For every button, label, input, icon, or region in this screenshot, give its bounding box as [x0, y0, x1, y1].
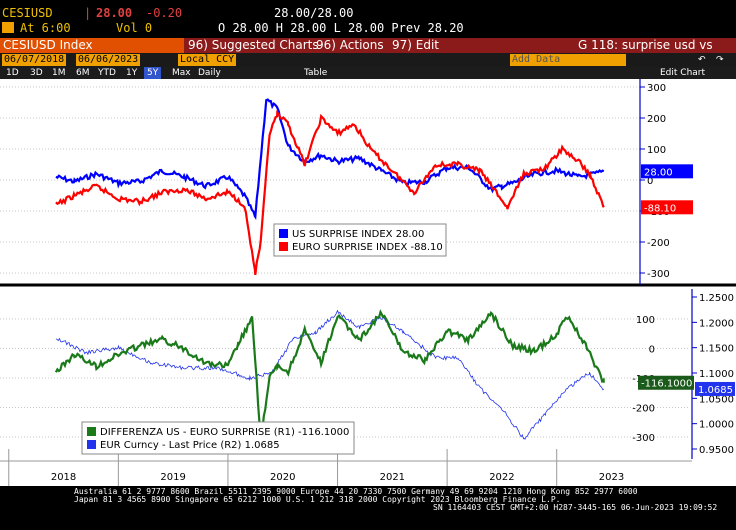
- upper-tick-label: 300: [647, 83, 666, 94]
- undo-icon[interactable]: ↶: [698, 55, 706, 65]
- lower-left-tick-label: 0: [649, 345, 655, 356]
- window-title: G 118: surprise usd vs eur: [578, 38, 713, 67]
- lower-legend-entry: EUR Curncy - Last Price (R2) 1.0685: [100, 440, 280, 451]
- edit-chart-button[interactable]: Edit Chart: [660, 68, 706, 78]
- range-6m[interactable]: 6M: [76, 68, 90, 78]
- x-tick-label: 2020: [270, 472, 295, 483]
- lower-panel-bg: [0, 285, 736, 486]
- price-change: -0.20: [146, 6, 183, 20]
- suggested-charts-menu[interactable]: 96) Suggested Charts: [188, 38, 319, 52]
- volume: Vol 0: [116, 21, 153, 35]
- range-1d[interactable]: 1D: [6, 68, 19, 78]
- chart-area: 3002001000-100-200-3001000-100-200-3001.…: [0, 79, 736, 486]
- x-tick-label: 2023: [599, 472, 624, 483]
- lower-right-tick-label: 0.9500: [699, 445, 734, 456]
- footer-line-1: Australia 61 2 9777 8600 Brazil 5511 239…: [74, 487, 638, 496]
- range-1m[interactable]: 1M: [52, 68, 66, 78]
- diff-last-label: -116.1000: [641, 379, 692, 390]
- lower-right-tick-label: 1.1000: [699, 369, 734, 380]
- euro-last-label-bg: [641, 200, 693, 215]
- add-data-input[interactable]: Add Data: [510, 54, 626, 66]
- bid-ask: 28.00/28.00: [274, 6, 354, 20]
- footer: Australia 61 2 9777 8600 Brazil 5511 239…: [0, 486, 736, 530]
- euro-last-label: -88.10: [644, 203, 676, 214]
- footer-line-2: Japan 81 3 4565 8900 Singapore 65 6212 1…: [74, 495, 561, 504]
- lower-left-tick-label: -300: [632, 433, 655, 444]
- pipe-sep: |: [84, 6, 92, 20]
- upper-legend-entry: EURO SURPRISE INDEX -88.10: [292, 242, 443, 253]
- lower-right-tick-label: 1.2000: [699, 318, 734, 329]
- edit-menu[interactable]: 97) Edit: [392, 38, 440, 52]
- upper-axis-bg: [640, 79, 736, 285]
- alert-icon[interactable]: [2, 22, 14, 33]
- upper-legend-entry: US SURPRISE INDEX 28.00: [292, 229, 424, 240]
- upper-tick-label: -200: [647, 238, 670, 249]
- date-bar: 06/07/2018 06/06/2023 Local CCY Add Data…: [0, 53, 736, 67]
- ohlc: O 28.00 H 28.00 L 28.00 Prev 28.20: [218, 21, 464, 35]
- lower-legend-swatch: [87, 427, 96, 436]
- upper-legend-swatch: [279, 229, 288, 238]
- currency-select[interactable]: Local CCY: [178, 54, 237, 66]
- header-quote: CESIUSD | 28.00 -0.20 28.00/28.00 At 6:0…: [0, 0, 736, 38]
- range-5y[interactable]: 5Y: [144, 67, 162, 79]
- us-last-label: 28.00: [644, 167, 673, 178]
- menu-bar: CESIUSD Index 96) Suggested Charts 96) A…: [0, 38, 736, 67]
- upper-legend-box: [273, 223, 447, 257]
- x-tick-label: 2019: [160, 472, 185, 483]
- eur-last-label-bg: [695, 381, 735, 396]
- lower-right-tick-label: 1.2500: [699, 293, 734, 304]
- x-tick-label: 2021: [380, 472, 405, 483]
- upper-tick-label: 0: [647, 176, 653, 187]
- lower-left-tick-label: -200: [632, 404, 655, 415]
- start-date-input[interactable]: 06/07/2018: [2, 54, 67, 66]
- eur-price-line: [55, 309, 605, 440]
- upper-legend-swatch: [279, 242, 288, 251]
- euro-surprise-line: [55, 109, 605, 276]
- frequency-select[interactable]: Daily: [198, 68, 221, 78]
- upper-tick-label: -300: [647, 269, 670, 280]
- table-button[interactable]: Table: [304, 68, 328, 78]
- range-ytd[interactable]: YTD: [98, 68, 116, 78]
- lower-legend-swatch: [87, 440, 96, 449]
- eur-last-label: 1.0685: [698, 385, 733, 396]
- security-name: CESIUSD Index: [3, 38, 93, 52]
- range-3d[interactable]: 3D: [30, 68, 43, 78]
- us-last-label-bg: [641, 164, 693, 179]
- upper-tick-label: 100: [647, 145, 666, 156]
- diff-last-label-bg: [638, 375, 694, 390]
- range-bar: 1D 3D 1M 6M YTD 1Y 5Y Max Daily Table Ed…: [0, 67, 736, 79]
- difference-line: [54, 309, 605, 440]
- range-1y[interactable]: 1Y: [126, 68, 138, 78]
- ticker-symbol[interactable]: CESIUSD: [2, 6, 53, 20]
- lower-right-tick-label: 1.0000: [699, 420, 734, 431]
- x-tick-label: 2022: [489, 472, 514, 483]
- end-date-input[interactable]: 06/06/2023: [76, 54, 141, 66]
- actions-menu[interactable]: 96) Actions: [316, 38, 384, 52]
- at-time: At 6:00: [20, 21, 71, 35]
- lower-legend-entry: DIFFERENZA US - EURO SURPRISE (R1) -116.…: [100, 427, 349, 438]
- lower-right-tick-label: 1.0500: [699, 394, 734, 405]
- footer-line-3: SN 1164403 CEST GMT+2:00 H287-3445-165 0…: [433, 503, 718, 512]
- last-price: 28.00: [96, 6, 133, 20]
- upper-tick-label: 200: [647, 114, 666, 125]
- us-surprise-line: [55, 98, 605, 221]
- redo-icon[interactable]: ↷: [716, 55, 724, 65]
- security-box[interactable]: CESIUSD Index: [0, 38, 184, 53]
- range-max[interactable]: Max: [172, 68, 191, 78]
- x-tick-label: 2018: [51, 472, 76, 483]
- lower-legend-box: [81, 421, 355, 455]
- lower-right-tick-label: 1.1500: [699, 344, 734, 355]
- lower-left-tick-label: 100: [636, 315, 655, 326]
